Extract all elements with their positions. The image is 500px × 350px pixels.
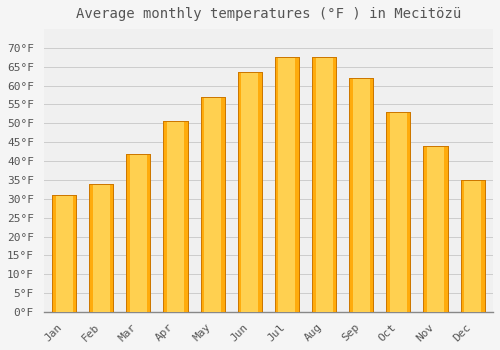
Bar	[72, 195, 76, 312]
Bar	[164, 121, 188, 312]
Bar	[424, 146, 448, 312]
Bar	[164, 121, 188, 312]
Bar	[200, 97, 224, 312]
Bar	[52, 195, 76, 312]
Bar	[424, 146, 427, 312]
Bar	[258, 72, 262, 312]
Bar	[52, 195, 76, 312]
Bar	[200, 97, 224, 312]
Bar	[349, 78, 374, 312]
Bar	[349, 78, 353, 312]
Bar	[221, 97, 224, 312]
Bar	[238, 72, 262, 312]
Bar	[481, 180, 484, 312]
Bar	[200, 97, 204, 312]
Bar	[275, 57, 299, 312]
Title: Average monthly temperatures (°F ) in Mecitözü: Average monthly temperatures (°F ) in Me…	[76, 7, 461, 21]
Bar	[296, 57, 299, 312]
Bar	[460, 180, 464, 312]
Bar	[238, 72, 242, 312]
Bar	[312, 57, 336, 312]
Bar	[386, 112, 410, 312]
Bar	[407, 112, 410, 312]
Bar	[52, 195, 56, 312]
Bar	[164, 121, 167, 312]
Bar	[460, 180, 484, 312]
Bar	[370, 78, 374, 312]
Bar	[312, 57, 316, 312]
Bar	[126, 154, 150, 312]
Bar	[386, 112, 410, 312]
Bar	[386, 112, 390, 312]
Bar	[89, 184, 93, 312]
Bar	[147, 154, 150, 312]
Bar	[444, 146, 448, 312]
Bar	[89, 184, 114, 312]
Bar	[89, 184, 114, 312]
Bar	[312, 57, 336, 312]
Bar	[126, 154, 150, 312]
Bar	[126, 154, 130, 312]
Bar	[424, 146, 448, 312]
Bar	[332, 57, 336, 312]
Bar	[275, 57, 299, 312]
Bar	[110, 184, 114, 312]
Bar	[238, 72, 262, 312]
Bar	[460, 180, 484, 312]
Bar	[184, 121, 188, 312]
Bar	[275, 57, 278, 312]
Bar	[349, 78, 374, 312]
